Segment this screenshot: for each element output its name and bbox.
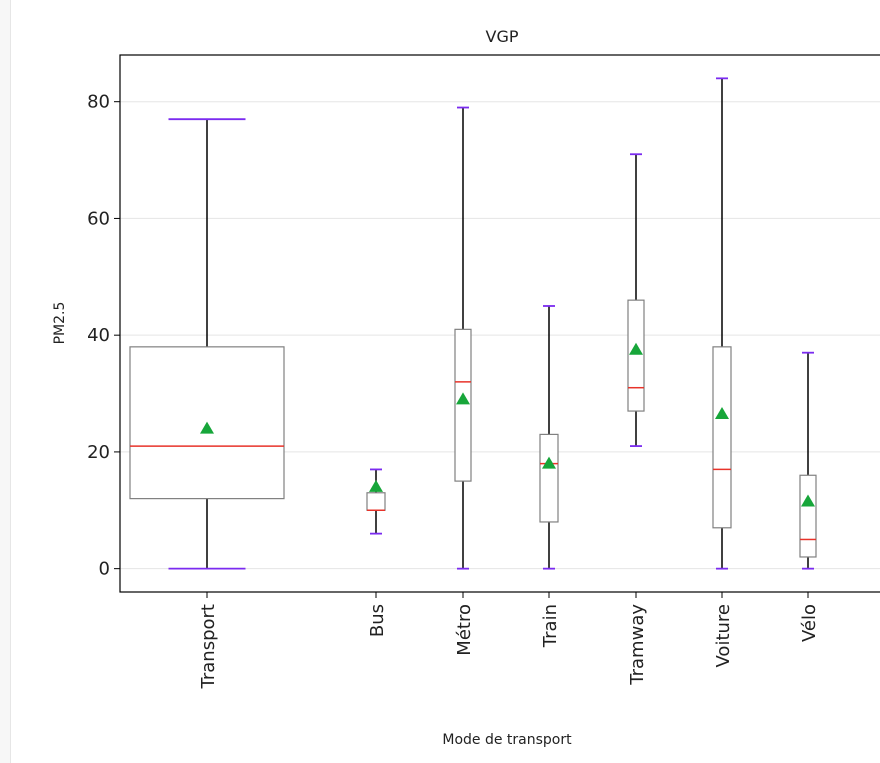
mean-marker (456, 392, 470, 405)
mean-marker (369, 479, 383, 492)
box-tramway (627, 153, 645, 447)
x-tick-label: Bus (367, 604, 388, 637)
mean-marker (801, 494, 815, 507)
x-tick-label: Transport (198, 604, 219, 689)
x-tick-label: Train (540, 604, 561, 648)
y-tick-label: 60 (87, 208, 110, 229)
mean-marker (542, 456, 556, 469)
box-métro (454, 106, 472, 570)
x-tick-label: Voiture (713, 604, 734, 667)
box-voiture (712, 77, 732, 570)
mean-marker (629, 342, 643, 355)
box-iqr (712, 346, 732, 529)
box-bus (366, 468, 386, 535)
x-tick-label: Tramway (627, 604, 648, 686)
y-tick-label: 0 (99, 559, 110, 580)
box-iqr (799, 474, 817, 558)
box-iqr (454, 328, 472, 482)
y-tick-label: 20 (87, 442, 110, 463)
x-tick-label: Métro (454, 604, 475, 656)
notebook-gutter (0, 0, 11, 763)
box-transport (129, 118, 285, 570)
y-axis-label: PM2.5 (52, 302, 68, 345)
axes (119, 54, 880, 593)
mean-marker (200, 421, 214, 434)
box-iqr (627, 299, 645, 412)
box-iqr (539, 433, 559, 523)
chart-title: VGP (486, 27, 519, 46)
box-iqr (366, 492, 386, 511)
x-axis-label: Mode de transport (442, 732, 572, 748)
plot-frame (119, 54, 880, 593)
y-tick-label: 40 (87, 325, 110, 346)
y-tick-label: 80 (87, 92, 110, 113)
tick-labels: 0 20 40 60 80 Transport Bus Métro Train Tramway Vo… (87, 92, 820, 690)
grid-lines (120, 101, 880, 570)
boxes (129, 77, 817, 570)
box-train (539, 305, 559, 570)
mean-marker (715, 406, 729, 419)
box-vélo (799, 351, 817, 570)
x-tick-label: Vélo (799, 604, 820, 642)
